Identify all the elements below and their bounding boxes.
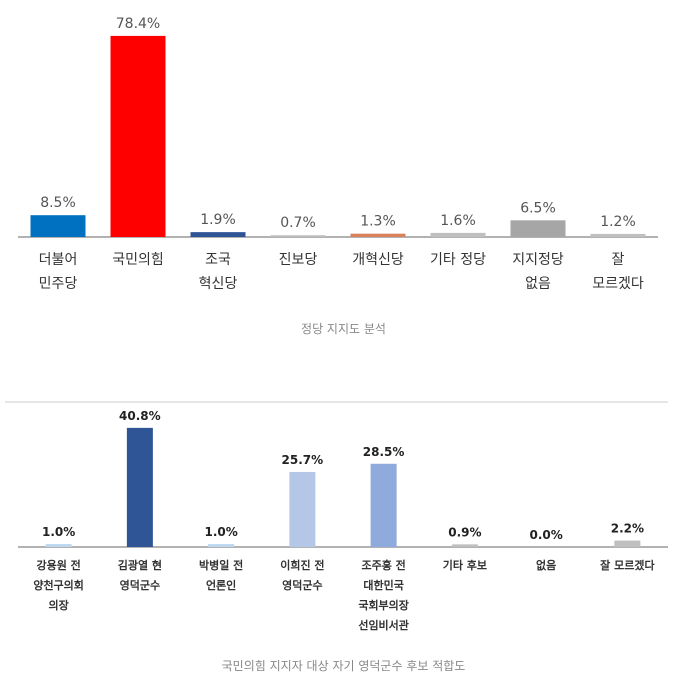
value-label: 28.5% xyxy=(363,445,405,459)
bar xyxy=(270,235,326,237)
value-label: 40.8% xyxy=(119,409,161,423)
category-label: 기타 정당 xyxy=(430,252,486,268)
category-label: 박병일 전 언론인 xyxy=(198,559,244,592)
category-label: 김광열 현 영덕군수 xyxy=(117,559,163,592)
value-label: 0.0% xyxy=(529,528,562,542)
category-label: 국민의힘 xyxy=(112,252,164,268)
bar xyxy=(30,215,86,237)
category-label: 조주홍 전 대한민국 국회부의장 선임비서관 xyxy=(358,559,409,632)
value-label: 1.9% xyxy=(200,212,236,228)
bar xyxy=(289,471,316,547)
value-label: 0.9% xyxy=(448,525,481,539)
value-label: 78.4% xyxy=(116,16,160,32)
bar xyxy=(350,233,406,237)
category-label: 이희진 전 영덕군수 xyxy=(280,559,325,592)
bar xyxy=(430,232,486,237)
category-label: 더불어 민주당 xyxy=(38,252,78,292)
category-label: 없음 xyxy=(536,559,557,572)
value-label: 1.6% xyxy=(440,213,476,229)
bar xyxy=(126,427,153,547)
value-label: 8.5% xyxy=(40,195,76,211)
value-label: 2.2% xyxy=(611,522,644,536)
bar xyxy=(190,232,246,237)
category-label: 강용원 전 양천구의회 의장 xyxy=(33,559,84,612)
value-label: 1.0% xyxy=(204,525,237,539)
value-label: 1.0% xyxy=(42,525,75,539)
bar xyxy=(510,220,566,237)
category-label: 개혁신당 xyxy=(352,252,404,268)
bar xyxy=(614,540,641,547)
bar xyxy=(110,35,166,238)
caption: 정당 지지도 분석 xyxy=(301,322,386,336)
category-label: 잘 모르겠다 xyxy=(600,559,655,572)
value-label: 0.7% xyxy=(280,215,316,231)
caption: 국민의힘 지지자 대상 자기 영덕군수 후보 적합도 xyxy=(221,659,466,673)
bar xyxy=(208,544,235,547)
category-label: 조국 혁신당 xyxy=(198,252,238,292)
bar xyxy=(451,544,478,547)
bar xyxy=(45,544,72,547)
value-label: 6.5% xyxy=(520,200,556,216)
category-label: 기타 후보 xyxy=(442,559,488,572)
bar xyxy=(590,233,646,237)
category-label: 잘 모르겠다 xyxy=(592,252,644,292)
value-label: 1.2% xyxy=(600,214,636,230)
value-label: 1.3% xyxy=(360,214,396,230)
category-label: 지지정당 없음 xyxy=(512,252,564,292)
category-label: 진보당 xyxy=(278,252,318,268)
value-label: 25.7% xyxy=(282,453,324,467)
bar xyxy=(370,463,397,547)
